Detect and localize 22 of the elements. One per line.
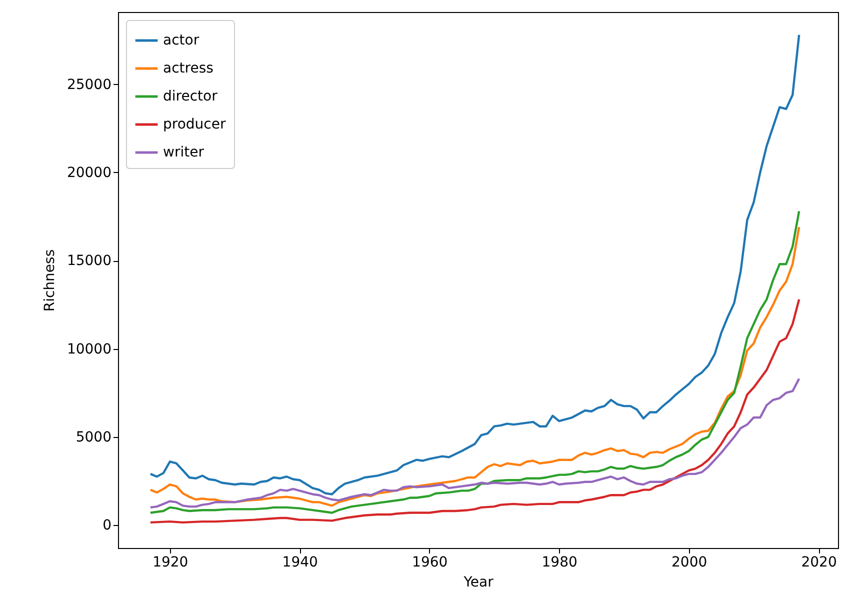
x-tick-label: 2000 — [671, 554, 708, 570]
y-axis-title: Richness — [42, 249, 58, 312]
x-tick-label: 1920 — [152, 554, 188, 570]
x-tick-label: 1980 — [542, 554, 578, 570]
line-series — [149, 298, 800, 524]
y-tick-label: 20000 — [66, 164, 112, 181]
x-tick-label: 1960 — [412, 554, 448, 570]
y-tick-label: 25000 — [66, 76, 112, 93]
legend-label: actress — [163, 60, 214, 76]
x-tick-label: 1940 — [282, 554, 318, 570]
y-tick-label: 10000 — [66, 341, 112, 358]
x-tick-label: 2020 — [801, 554, 837, 570]
line-series — [149, 34, 800, 496]
legend-label: producer — [163, 116, 226, 132]
legend-label: director — [163, 88, 218, 104]
x-axis-title: Year — [462, 574, 494, 590]
legend-label: writer — [163, 144, 204, 160]
legend-label: actor — [163, 32, 200, 48]
line-series — [149, 378, 800, 509]
y-tick-label: 0 — [102, 518, 112, 534]
y-tick-label: 5000 — [76, 429, 112, 446]
y-tick-label: 15000 — [66, 253, 112, 270]
